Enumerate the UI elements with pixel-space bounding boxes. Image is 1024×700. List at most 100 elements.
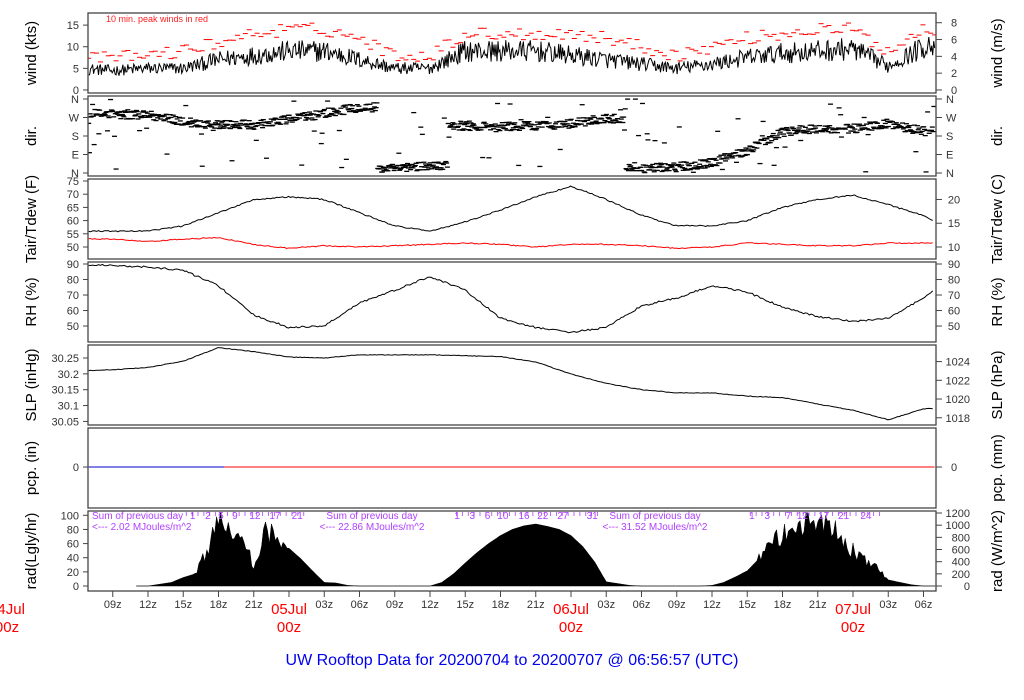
- cumulative-energy-mark: 1: [190, 511, 196, 522]
- temp-left-tick-label: 50: [67, 242, 79, 254]
- pcp-left-axis-title: pcp. (in): [23, 441, 40, 495]
- x-tick-label: 12z: [703, 599, 721, 611]
- dir-left-tick-label: E: [72, 149, 79, 161]
- rad-right-tick-label: 1200: [946, 508, 970, 520]
- temp-left-tick-label: 55: [67, 229, 79, 241]
- relative-humidity-line: [88, 263, 934, 334]
- x-tick-label: 03z: [879, 599, 897, 611]
- rh-right-tick-label: 70: [948, 290, 960, 302]
- x-tick-label: 18z: [492, 599, 510, 611]
- daily-sum-label: Sum of previous day: [326, 511, 417, 522]
- date-time-label: 00z: [0, 619, 19, 636]
- rad-right-axis-title: rad (W/m^2): [989, 510, 1006, 592]
- rh-right-tick-label: 90: [948, 259, 960, 271]
- x-tick-label: 15z: [174, 599, 192, 611]
- slp-right-tick-label: 1024: [946, 357, 970, 369]
- x-tick-label: 06z: [633, 599, 651, 611]
- cumulative-energy-mark: 16: [518, 511, 530, 522]
- dir-left-tick-label: N: [71, 94, 79, 106]
- dir-right-tick-label: N: [946, 94, 954, 106]
- solar-radiation-area: [136, 512, 936, 587]
- rad-right-tick-label: 400: [952, 557, 970, 569]
- x-tick-label: 09z: [668, 599, 686, 611]
- pcp-panel-frame: [87, 427, 937, 509]
- cumulative-energy-mark: 5: [218, 511, 224, 522]
- cumulative-energy-mark: 21: [292, 511, 304, 522]
- x-tick-label: 12z: [421, 599, 439, 611]
- dir-right-axis-title: dir.: [989, 126, 1006, 146]
- dir-right-tick-label: S: [946, 131, 953, 143]
- rh-right-tick-label: 60: [948, 306, 960, 318]
- wind-right-axis-title: wind (m/s): [989, 18, 1006, 88]
- daily-sum-label: Sum of previous day: [92, 511, 183, 522]
- dir-right-tick-label: E: [946, 149, 953, 161]
- slp-right-tick-label: 1020: [946, 394, 970, 406]
- cumulative-energy-mark: 21: [838, 511, 850, 522]
- date-time-label: 00z: [559, 619, 583, 636]
- slp-left-tick-label: 30.05: [51, 416, 79, 428]
- rad-left-tick-label: 40: [67, 553, 79, 565]
- cumulative-energy-mark: 10: [497, 511, 509, 522]
- pcp-right-axis-title: pcp. (mm): [989, 434, 1006, 502]
- wind-left-axis-title: wind (kts): [23, 21, 40, 86]
- wind-left-tick-label: 0: [73, 85, 79, 97]
- dir-panel-frame: [87, 95, 937, 177]
- x-tick-label: 09z: [386, 599, 404, 611]
- air-temperature-line: [88, 185, 933, 233]
- x-tick-label: 06z: [915, 599, 933, 611]
- slp-left-tick-label: 30.2: [58, 369, 79, 381]
- plot-marks: [88, 22, 936, 587]
- rh-left-axis-title: RH (%): [23, 277, 40, 326]
- peak-wind-annotation: 10 min. peak winds in red: [106, 14, 208, 24]
- rad-right-tick-label: 1000: [946, 520, 970, 532]
- daily-sum-label: Sum of previous day: [609, 511, 700, 522]
- slp-left-axis-title: SLP (inHg): [23, 348, 40, 421]
- x-tick-label: 15z: [456, 599, 474, 611]
- dir-left-tick-label: N: [71, 168, 79, 180]
- x-tick-label: 09z: [104, 599, 122, 611]
- dir-left-tick-label: W: [69, 113, 80, 125]
- dir-right-tick-label: N: [946, 168, 954, 180]
- temp-left-tick-label: 75: [67, 176, 79, 188]
- rh-left-tick-label: 90: [67, 259, 79, 271]
- rad-right-tick-label: 600: [952, 545, 970, 557]
- rh-left-tick-label: 80: [67, 275, 79, 287]
- dir-left-tick-label: S: [72, 131, 79, 143]
- temp-left-axis-title: Tair/Tdew (F): [23, 175, 40, 263]
- cumulative-energy-mark: 1: [454, 511, 460, 522]
- cumulative-energy-mark: 2: [205, 511, 211, 522]
- temp-right-tick-label: 10: [948, 242, 960, 254]
- wind-right-tick-label: 8: [951, 18, 957, 30]
- slp-left-tick-label: 30.25: [51, 353, 79, 365]
- pcp-right-tick-label: 0: [951, 462, 957, 474]
- rh-right-tick-label: 80: [948, 275, 960, 287]
- rh-right-tick-label: 50: [948, 321, 960, 333]
- daily-sum-value: <--- 31.52 MJoules/m^2: [602, 522, 707, 533]
- slp-right-tick-label: 1018: [946, 413, 970, 425]
- wind-panel-frame: [87, 12, 937, 94]
- x-tick-label: 21z: [809, 599, 827, 611]
- x-tick-label: 18z: [210, 599, 228, 611]
- temp-left-tick-label: 60: [67, 216, 79, 228]
- cumulative-energy-mark: 22: [537, 511, 549, 522]
- rad-left-tick-label: 20: [67, 567, 79, 579]
- temp-right-tick-label: 15: [948, 218, 960, 230]
- x-tick-label: 15z: [738, 599, 756, 611]
- temp-right-axis-title: Tair/Tdew (C): [989, 174, 1006, 264]
- x-tick-label: 21z: [527, 599, 545, 611]
- date-label: 05Jul: [271, 601, 307, 618]
- cumulative-energy-mark: 3: [470, 511, 476, 522]
- x-tick-label: 03z: [315, 599, 333, 611]
- x-tick-label: 03z: [597, 599, 615, 611]
- x-tick-label: 21z: [245, 599, 263, 611]
- dir-right-tick-label: W: [946, 113, 957, 125]
- rad-left-tick-label: 0: [73, 581, 79, 593]
- rad-left-axis-title: rad(Lgly/hr): [23, 513, 40, 590]
- cumulative-energy-mark: 12: [797, 511, 809, 522]
- cumulative-energy-mark: 31: [587, 511, 599, 522]
- dewpoint-line: [88, 236, 933, 250]
- rad-left-tick-label: 80: [67, 524, 79, 536]
- wind-speed-line: [88, 37, 936, 76]
- temp-left-tick-label: 70: [67, 189, 79, 201]
- wind-left-tick-label: 15: [67, 20, 79, 32]
